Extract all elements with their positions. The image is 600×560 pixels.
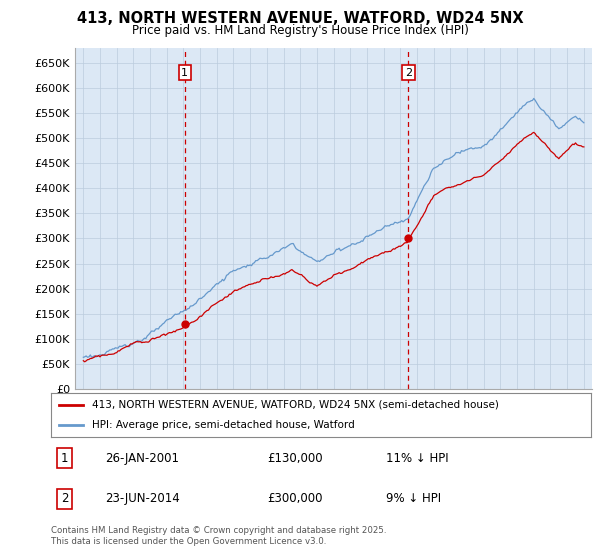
Text: Price paid vs. HM Land Registry's House Price Index (HPI): Price paid vs. HM Land Registry's House … — [131, 24, 469, 36]
Text: 9% ↓ HPI: 9% ↓ HPI — [386, 492, 441, 505]
Text: 11% ↓ HPI: 11% ↓ HPI — [386, 451, 448, 465]
Text: 1: 1 — [61, 451, 68, 465]
Text: 2: 2 — [405, 68, 412, 78]
Text: 1: 1 — [181, 68, 188, 78]
Text: 23-JUN-2014: 23-JUN-2014 — [105, 492, 180, 505]
Text: £130,000: £130,000 — [267, 451, 323, 465]
Text: 26-JAN-2001: 26-JAN-2001 — [105, 451, 179, 465]
Text: Contains HM Land Registry data © Crown copyright and database right 2025.
This d: Contains HM Land Registry data © Crown c… — [51, 526, 386, 546]
Text: HPI: Average price, semi-detached house, Watford: HPI: Average price, semi-detached house,… — [91, 420, 354, 430]
Text: 413, NORTH WESTERN AVENUE, WATFORD, WD24 5NX (semi-detached house): 413, NORTH WESTERN AVENUE, WATFORD, WD24… — [91, 400, 499, 410]
Text: 2: 2 — [61, 492, 68, 505]
Text: £300,000: £300,000 — [267, 492, 323, 505]
Text: 413, NORTH WESTERN AVENUE, WATFORD, WD24 5NX: 413, NORTH WESTERN AVENUE, WATFORD, WD24… — [77, 11, 523, 26]
